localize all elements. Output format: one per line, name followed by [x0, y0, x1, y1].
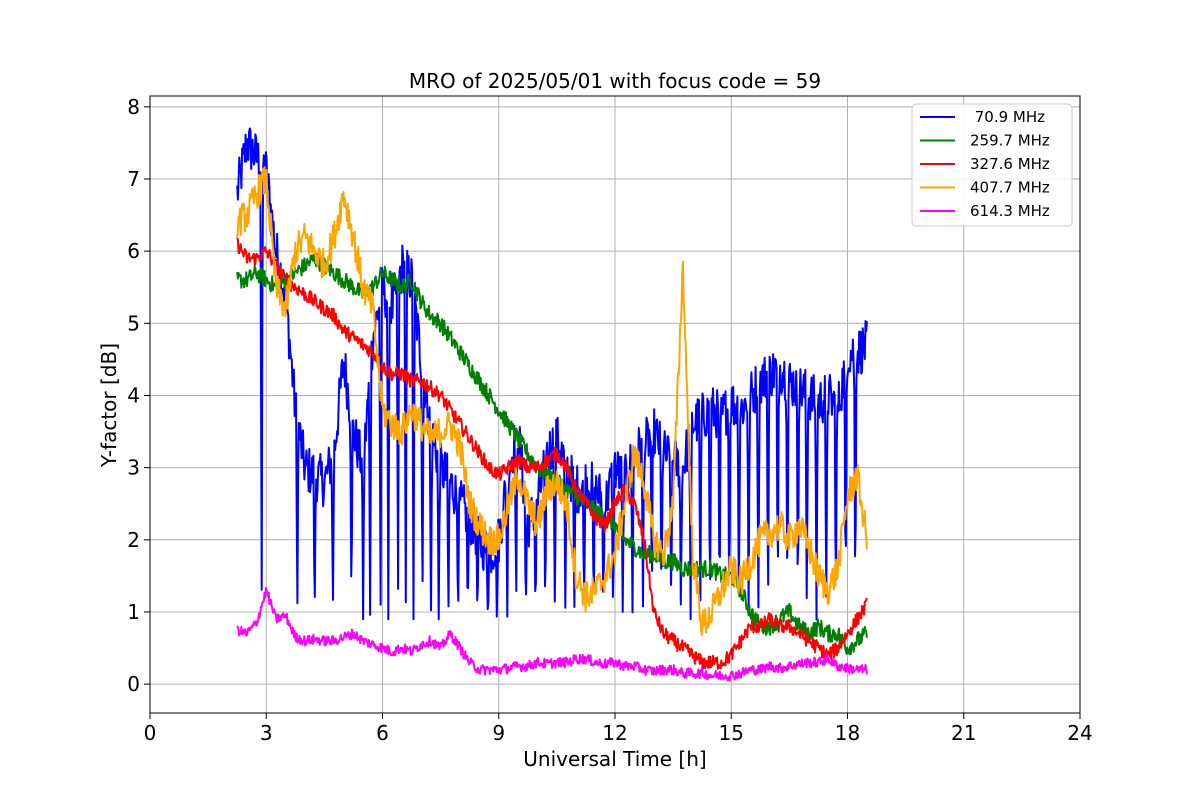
x-axis-label: Universal Time [h] — [523, 747, 706, 771]
series-layer — [236, 127, 868, 682]
y-tick-label: 6 — [127, 239, 140, 263]
legend: 70.9 MHz 259.7 MHz 327.6 MHz 407.7 MHz 614.3… — [911, 103, 1073, 227]
series-line-0 — [236, 127, 868, 621]
legend-label: 327.6 MHz — [970, 155, 1050, 173]
legend-label: 259.7 MHz — [970, 132, 1050, 150]
y-tick-label: 2 — [127, 528, 140, 552]
y-tick-label: 8 — [127, 95, 140, 119]
y-tick-label: 7 — [127, 167, 140, 191]
x-tick-label: 24 — [1067, 721, 1092, 745]
y-tick-label: 5 — [127, 311, 140, 335]
x-tick-label: 3 — [260, 721, 273, 745]
x-tick-label: 0 — [144, 721, 157, 745]
y-tick-label: 0 — [127, 672, 140, 696]
y-tick-label: 1 — [127, 600, 140, 624]
legend-label: 614.3 MHz — [970, 202, 1050, 220]
legend-label: 407.7 MHz — [970, 179, 1050, 197]
legend-label: 70.9 MHz — [970, 108, 1045, 126]
x-tick-label: 9 — [492, 721, 505, 745]
series-line-2 — [236, 237, 868, 670]
y-axis-label: Y-factor [dB] — [97, 343, 121, 468]
chart-title: MRO of 2025/05/01 with focus code = 59 — [409, 69, 821, 93]
x-tick-label: 12 — [602, 721, 627, 745]
legend-box — [911, 103, 1073, 227]
y-tick-label: 3 — [127, 456, 140, 480]
series-line-3 — [236, 166, 868, 636]
x-tick-label: 21 — [951, 721, 976, 745]
x-tick-label: 6 — [376, 721, 389, 745]
x-tick-label: 18 — [835, 721, 860, 745]
y-tick-label: 4 — [127, 383, 140, 407]
series-line-4 — [236, 586, 868, 682]
x-tick-label: 15 — [719, 721, 744, 745]
